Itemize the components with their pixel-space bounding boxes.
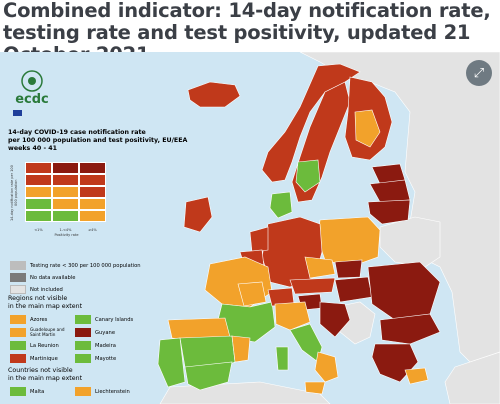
legend-not-included: Not included xyxy=(30,287,63,293)
legend-canary: Canary Islands xyxy=(95,317,134,323)
map-panel[interactable]: ⤢ ecdc 14-day COVID-19 case notification… xyxy=(0,52,500,404)
matrix-x-tick: <1% xyxy=(34,228,43,232)
region-turkey-not-included xyxy=(444,351,500,404)
legend-no-data: No data available xyxy=(30,275,76,281)
legend-mayotte: Mayotte xyxy=(95,356,117,362)
matrix-y-axis-label: 14-day notification rate per 100 000 pop… xyxy=(10,165,18,221)
matrix-cell xyxy=(25,210,52,222)
swatch-mayotte xyxy=(75,354,91,363)
matrix-cell xyxy=(25,186,52,198)
regions-title: Regions not visible in the main map exte… xyxy=(8,295,82,311)
matrix-x-tick: 1-<4% xyxy=(59,228,72,232)
region-ukraine-not-included xyxy=(379,216,441,268)
region-spain-south xyxy=(184,361,233,391)
region-romania xyxy=(367,261,441,321)
matrix-x-tick: ≥4% xyxy=(88,228,97,232)
region-iceland xyxy=(187,81,241,108)
region-denmark xyxy=(269,191,293,219)
eu-flag-icon xyxy=(13,110,22,116)
swatch-martinique xyxy=(10,354,26,363)
region-sardinia xyxy=(275,346,289,371)
legend-title: 14-day COVID-19 case notification rate p… xyxy=(8,129,198,153)
region-slovakia xyxy=(334,259,363,279)
swatch-liechtenstein xyxy=(75,387,91,396)
matrix-cell xyxy=(25,162,52,174)
region-sicily xyxy=(304,381,326,395)
swatch-malta xyxy=(10,387,26,396)
europe-map[interactable] xyxy=(0,52,500,404)
legend-madeira: Madeira xyxy=(95,343,116,349)
legend-martinique: Martinique xyxy=(30,356,58,362)
region-ireland xyxy=(183,196,213,233)
swatch-azores xyxy=(10,315,26,324)
legend-guadeloupe: Guadeloupe and Saint Martin xyxy=(30,327,65,337)
ecdc-logo: ecdc xyxy=(7,70,57,122)
legend-liechtenstein: Liechtenstein xyxy=(95,389,130,395)
ecdc-logo-graphic xyxy=(21,70,43,92)
legend-testing-rate: Testing rate < 300 per 100 000 populatio… xyxy=(30,263,141,269)
matrix-cell xyxy=(79,162,106,174)
matrix-cell xyxy=(52,174,79,186)
swatch-canary xyxy=(75,315,91,324)
matrix-cell xyxy=(79,210,106,222)
matrix-cell xyxy=(52,162,79,174)
region-greece-islands xyxy=(404,367,429,385)
swatch-not-included xyxy=(10,285,26,294)
regions-title-line-1: Regions not visible xyxy=(8,295,68,302)
matrix-cell xyxy=(52,210,79,222)
region-latvia xyxy=(369,179,411,203)
countries-title-line-1: Countries not visible xyxy=(8,367,73,374)
region-north-africa-not-included xyxy=(159,381,331,404)
page-title: Combined indicator: 14-day notification … xyxy=(3,0,491,66)
fullscreen-icon[interactable]: ⤢ xyxy=(466,60,492,86)
legend-guyane: Guyane xyxy=(95,330,116,336)
region-czechia xyxy=(304,256,336,279)
matrix-cell xyxy=(25,198,52,210)
region-norway xyxy=(261,63,361,183)
logo-text: ecdc xyxy=(15,92,49,107)
legend-malta: Malta xyxy=(30,389,45,395)
matrix-cell xyxy=(25,174,52,186)
swatch-no-data xyxy=(10,273,26,282)
countries-title-line-2: in the main map extent xyxy=(8,375,83,382)
region-france-centre xyxy=(237,281,267,307)
matrix-cell xyxy=(79,198,106,210)
region-lithuania xyxy=(367,199,411,225)
legend-matrix xyxy=(25,162,108,225)
matrix-x-axis-label: Positivity rate xyxy=(54,233,79,237)
legend-title-line-2: per 100 000 population and test positivi… xyxy=(8,137,188,144)
swatch-reunion xyxy=(10,341,26,350)
matrix-cell xyxy=(79,174,106,186)
region-portugal xyxy=(157,337,186,388)
swatch-madeira xyxy=(75,341,91,350)
regions-title-line-2: in the main map extent xyxy=(8,303,83,310)
region-sweden-south xyxy=(295,159,321,193)
region-italy-south xyxy=(314,351,339,383)
matrix-cell xyxy=(52,198,79,210)
region-bulgaria xyxy=(379,313,441,345)
region-spain-east xyxy=(231,335,251,363)
swatch-guadeloupe xyxy=(10,328,26,337)
region-croatia xyxy=(319,301,351,338)
legend-title-line-3: weeks 40 - 41 xyxy=(8,145,58,152)
region-austria xyxy=(289,277,336,295)
matrix-cell xyxy=(79,186,106,198)
region-netherlands xyxy=(249,226,269,253)
legend-reunion: La Reunion xyxy=(30,343,59,349)
legend-azores: Azores xyxy=(30,317,48,323)
swatch-testing-rate xyxy=(10,261,26,270)
region-italy-north xyxy=(274,301,311,331)
legend-title-line-1: 14-day COVID-19 case notification rate xyxy=(8,129,146,136)
region-hungary xyxy=(334,276,373,303)
matrix-x-ticks: <1% 1-<4% ≥4% xyxy=(25,228,108,232)
countries-title: Countries not visible in the main map ex… xyxy=(8,367,82,383)
region-finland-north xyxy=(354,109,381,148)
swatch-guyane xyxy=(75,328,91,337)
matrix-cell xyxy=(52,186,79,198)
